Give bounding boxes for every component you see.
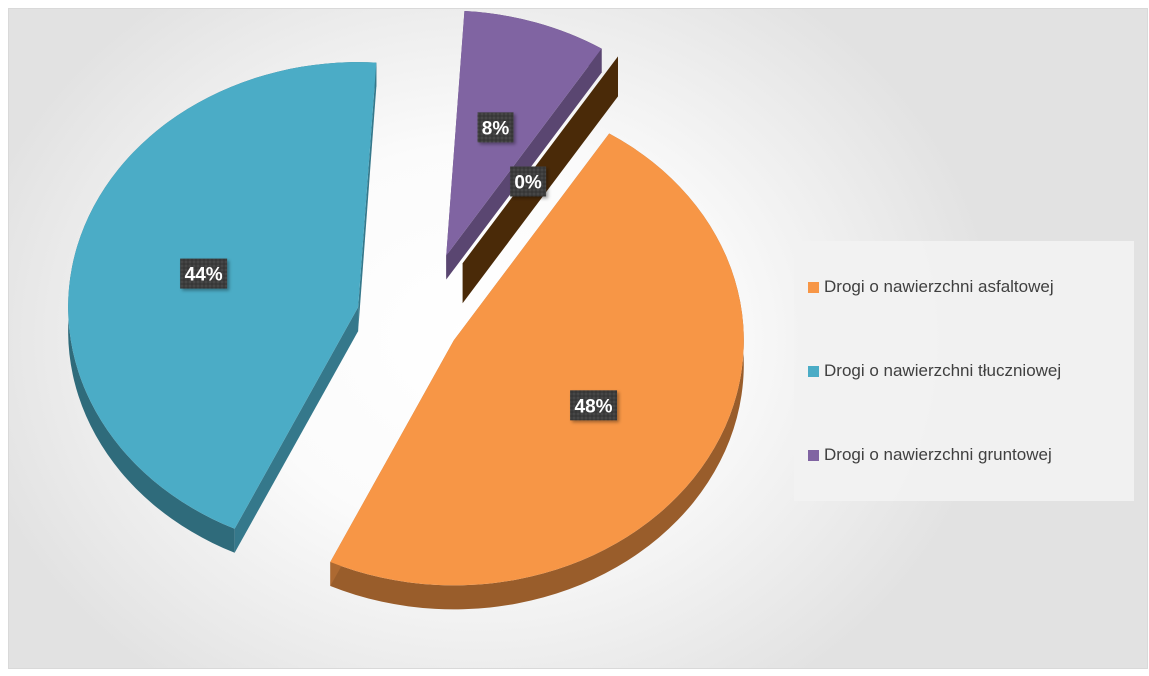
pie-slice-asfaltowej [330, 133, 744, 586]
data-label-text-zero: 0% [514, 172, 542, 193]
data-label-box-zero [510, 166, 547, 197]
data-label-box-tlucznowej [180, 258, 228, 289]
data-label-text-asfaltowej: 48% [575, 396, 613, 417]
data-label-box-gruntowej [477, 112, 514, 143]
legend-item-asfaltowej: Drogi o nawierzchni asfaltowej [808, 276, 1054, 298]
pie-chart: 48% 44% 8% 0% [68, 11, 744, 610]
chart-area: 48% 44% 8% 0% Drogi o nawierzchni asfaltowe… [8, 8, 1148, 669]
pie-slice-wall-gruntowej-1 [446, 48, 602, 280]
pie-slice-wall-tlucznowej-0 [234, 307, 359, 553]
pie-slice-tlucznowej [68, 62, 377, 529]
data-label-gruntowej: 8% [477, 112, 514, 143]
data-label-zero: 0% [510, 166, 547, 197]
legend-label-tlucznowej: Drogi o nawierzchni tłuczniowej [824, 361, 1062, 380]
legend-item-gruntowej: Drogi o nawierzchni gruntowej [808, 444, 1052, 466]
legend-swatch-asfaltowej [808, 281, 819, 293]
legend-item-tlucznowej: Drogi o nawierzchni tłuczniowej [808, 360, 1061, 382]
data-label-box-asfaltowej [570, 390, 618, 421]
data-label-text-tlucznowej: 44% [185, 265, 223, 286]
legend-swatch-gruntowej [808, 449, 819, 461]
legend-label-asfaltowej: Drogi o nawierzchni asfaltowej [824, 277, 1054, 296]
data-label-asfaltowej: 48% [570, 390, 618, 421]
legend-swatch-tlucznowej [808, 365, 819, 377]
data-label-tlucznowej: 44% [180, 258, 228, 289]
legend-label-gruntowej: Drogi o nawierzchni gruntowej [824, 445, 1052, 464]
chart-legend: Drogi o nawierzchni asfaltowej Drogi o n… [794, 241, 1134, 501]
pie-slice-wall-tlucznowej-1 [358, 62, 377, 332]
data-label-text-gruntowej: 8% [482, 118, 510, 139]
pie-slice-gruntowej [446, 11, 602, 256]
